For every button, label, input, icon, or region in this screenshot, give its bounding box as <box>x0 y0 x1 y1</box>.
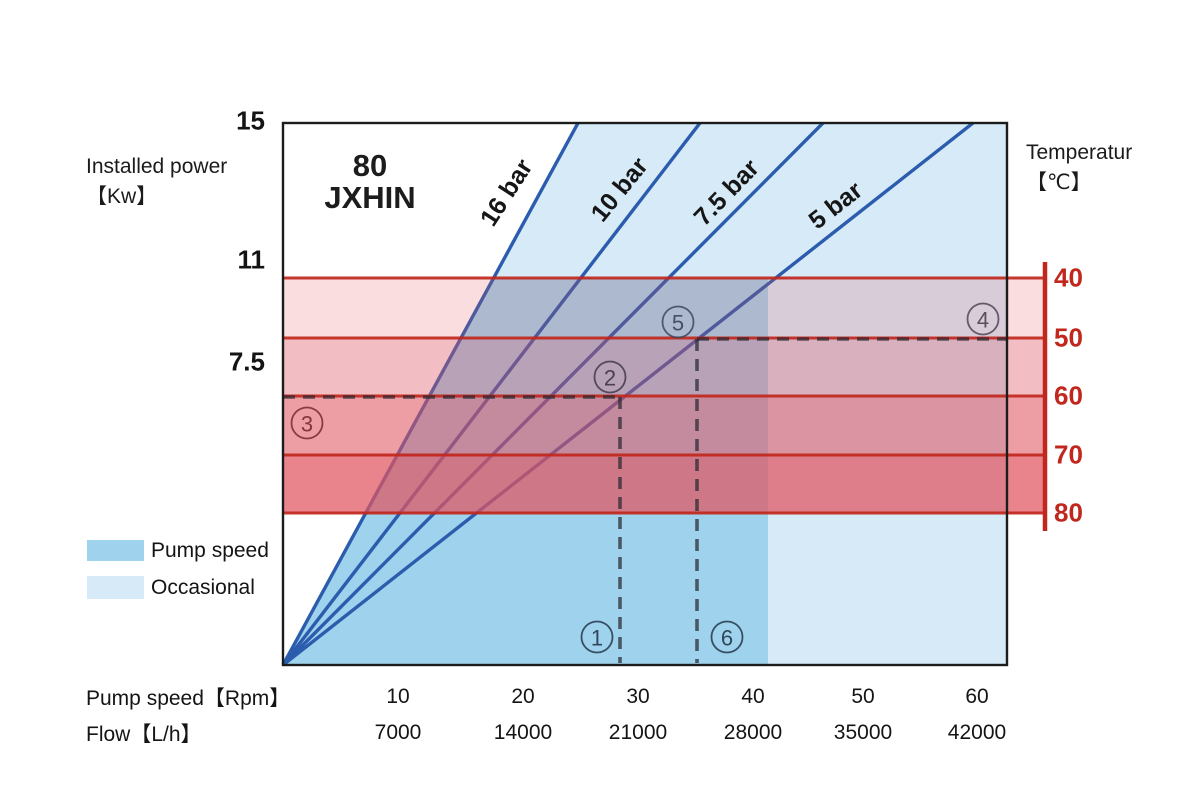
y-tick-7-5: 7.5 <box>228 346 265 377</box>
temp-tick-60: 60 <box>1054 380 1083 411</box>
svg-text:4: 4 <box>977 308 989 333</box>
svg-text:6: 6 <box>721 626 733 651</box>
legend-label-occasional: Occasional <box>151 576 255 599</box>
model-title-line2: JXHIN <box>324 180 416 215</box>
legend-swatch-occasional <box>87 576 144 599</box>
y-tick-11: 11 <box>237 244 266 275</box>
rpm-tick-40: 40 <box>741 685 765 708</box>
y-axis-label-line1: Installed power <box>86 155 228 178</box>
svg-text:1: 1 <box>591 626 603 651</box>
marker-3: 3 <box>290 406 324 440</box>
marker-4: 4 <box>966 302 1000 336</box>
flow-tick-7000: 7000 <box>374 721 422 744</box>
temp-axis-label-line1: Temperatur <box>1026 141 1133 164</box>
band-60-70 <box>283 396 1045 455</box>
rpm-tick-60: 60 <box>965 685 989 708</box>
band-70-80 <box>283 455 1045 513</box>
line-16bar <box>281 122 580 666</box>
band-50-60 <box>283 338 1045 396</box>
line-10bar <box>281 121 702 667</box>
temp-axis-label-line2: 【℃】 <box>1026 171 1092 194</box>
rpm-tick-50: 50 <box>851 685 875 708</box>
plot-frame <box>281 121 1009 667</box>
y-axis-label-line2: 【Kw】 <box>86 185 158 208</box>
flow-tick-42000: 42000 <box>947 721 1007 744</box>
temp-tick-50: 50 <box>1054 322 1083 353</box>
svg-text:2: 2 <box>604 366 616 391</box>
flow-tick-28000: 28000 <box>723 721 783 744</box>
y-tick-15: 15 <box>236 105 265 136</box>
rpm-tick-30: 30 <box>626 685 650 708</box>
marker-2: 2 <box>593 360 627 394</box>
temp-tick-80: 80 <box>1054 497 1083 528</box>
marker-5: 5 <box>661 305 695 339</box>
temp-tick-40: 40 <box>1054 262 1083 293</box>
x-axis-row1-label: Pump speed【Rpm】 <box>86 687 291 710</box>
legend-label-pump-speed: Pump speed <box>151 539 269 562</box>
marker-6: 6 <box>710 620 744 654</box>
line-5bar <box>281 121 975 667</box>
line-7-5bar <box>281 121 825 667</box>
flow-tick-21000: 21000 <box>608 721 668 744</box>
temperature-bands <box>283 278 1045 513</box>
svg-text:3: 3 <box>301 412 313 437</box>
annotation-markers: 1 2 3 4 5 6 <box>290 302 1000 654</box>
marker-1: 1 <box>580 620 614 654</box>
flow-tick-35000: 35000 <box>833 721 893 744</box>
flow-tick-14000: 14000 <box>493 721 553 744</box>
temp-tick-70: 70 <box>1054 439 1083 470</box>
legend-swatch-pump-speed <box>87 540 144 561</box>
guide-lines <box>283 337 1006 663</box>
rpm-tick-20: 20 <box>511 685 535 708</box>
rpm-tick-10: 10 <box>386 685 410 708</box>
model-title-line1: 80 <box>352 148 388 183</box>
pressure-lines <box>281 121 975 667</box>
occasional-region <box>494 123 1007 665</box>
svg-text:5: 5 <box>672 311 684 336</box>
x-axis-row2-label: Flow【L/h】 <box>86 723 202 746</box>
